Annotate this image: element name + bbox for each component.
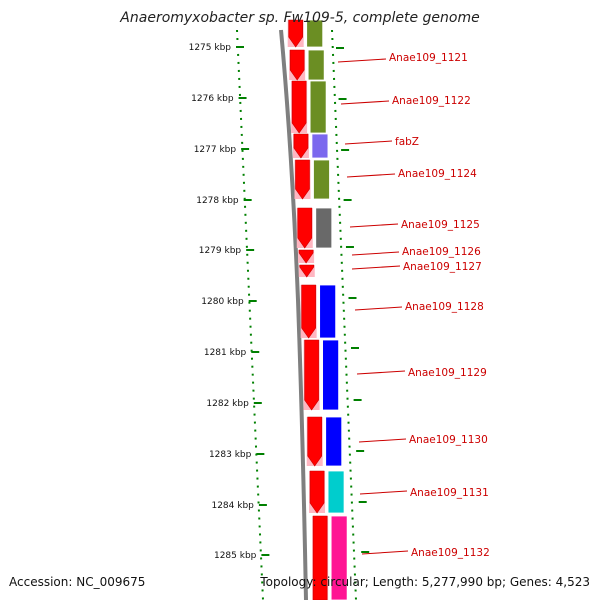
gene-label: Anae109_1125 <box>401 219 480 231</box>
scale-line-left <box>236 29 264 601</box>
topology-text: Topology: circular; Length: 5,277,990 bp… <box>260 575 590 589</box>
kbp-label: 1282 kbp <box>206 399 249 409</box>
gene-label: Anae109_1130 <box>409 434 488 446</box>
cog-band <box>327 470 345 514</box>
map-title: Anaeromyxobacter sp. Fw109-5, complete g… <box>120 10 480 26</box>
gene-label: Anae109_1124 <box>398 168 477 180</box>
cog-band <box>319 284 337 339</box>
accession-text: Accession: NC_009675 <box>9 575 146 589</box>
gene-leader-line <box>359 490 408 495</box>
gene-label: Anae109_1129 <box>408 367 487 379</box>
gene-label: Anae109_1131 <box>410 487 489 499</box>
kbp-label: 1275 kbp <box>189 43 232 53</box>
gene-label: Anae109_1132 <box>411 547 490 559</box>
gene-arrow <box>304 339 319 411</box>
gene-leader-line <box>356 370 406 375</box>
gene-leader-line <box>340 100 390 105</box>
kbp-label: 1278 kbp <box>196 196 239 206</box>
gene-arrow <box>307 416 323 467</box>
gene-label: fabZ <box>395 136 419 148</box>
gene-label: Anae109_1127 <box>403 261 482 273</box>
cog-band <box>311 133 329 159</box>
gene-leader-line <box>346 173 396 178</box>
gene-arrow <box>309 470 325 514</box>
kbp-label: 1281 kbp <box>204 348 247 358</box>
cog-band <box>313 159 330 200</box>
cog-band <box>309 80 327 134</box>
cog-band <box>307 49 325 81</box>
kbp-label: 1283 kbp <box>209 450 252 460</box>
gene-label: Anae109_1126 <box>402 246 481 258</box>
backbone-line <box>279 29 308 601</box>
gene-leader-line <box>349 223 399 228</box>
gene-arrow <box>297 207 313 249</box>
kbp-label: 1284 kbp <box>211 501 254 511</box>
gene-leader-line <box>351 251 400 256</box>
cog-band <box>306 19 324 48</box>
gene-arrow <box>299 264 315 278</box>
cog-band <box>315 207 333 249</box>
gene-arrow <box>295 159 310 200</box>
kbp-label: 1279 kbp <box>199 246 242 256</box>
gene-leader-line <box>361 550 409 555</box>
gene-arrow <box>293 133 309 159</box>
gene-arrow <box>289 49 305 81</box>
gene-leader-line <box>358 438 407 443</box>
gene-arrow <box>301 284 316 339</box>
gene-leader-line <box>337 58 387 63</box>
gene-leader-line <box>354 306 403 311</box>
kbp-label: 1277 kbp <box>194 145 237 155</box>
kbp-label: 1280 kbp <box>201 297 244 307</box>
gene-arrow <box>288 19 303 48</box>
kbp-label: 1276 kbp <box>191 94 234 104</box>
kbp-label: 1285 kbp <box>214 551 257 561</box>
gene-label: Anae109_1122 <box>392 95 471 107</box>
gene-leader-line <box>351 265 401 270</box>
gene-label: Anae109_1121 <box>389 52 468 64</box>
gene-leader-line <box>344 140 393 145</box>
cog-band <box>325 416 343 467</box>
gene-arrow <box>291 80 307 134</box>
cog-band <box>322 339 340 411</box>
gene-label: Anae109_1128 <box>405 301 484 313</box>
gene-arrow <box>298 249 314 264</box>
